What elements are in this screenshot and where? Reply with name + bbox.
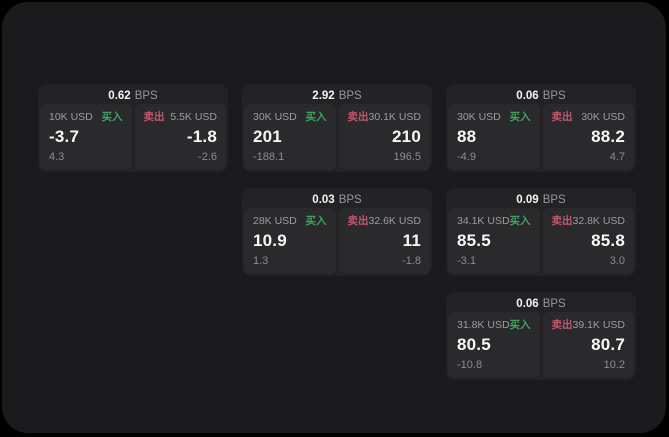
- buy-label: 买入: [305, 215, 327, 227]
- buy-panel[interactable]: 28K USD 买入 10.9 1.3: [244, 208, 336, 274]
- buy-label: 买入: [101, 111, 123, 123]
- sell-delta: 4.7: [609, 151, 625, 163]
- buy-amount: 31.8K USD: [457, 319, 510, 331]
- quote-card: 0.09 BPS 34.1K USD 买入 85.5 -3.1 卖出 32.8K…: [446, 188, 636, 276]
- sell-label: 卖出: [551, 319, 573, 331]
- bps-unit-label: BPS: [542, 193, 566, 206]
- buy-panel[interactable]: 30K USD 买入 201 -188.1: [244, 104, 336, 170]
- sell-delta: 196.5: [393, 151, 421, 163]
- bps-value: 2.92: [312, 89, 335, 102]
- sell-panel[interactable]: 卖出 30K USD 88.2 4.7: [542, 104, 634, 170]
- buy-price: 80.5: [457, 335, 491, 354]
- buy-panel[interactable]: 34.1K USD 买入 85.5 -3.1: [448, 208, 540, 274]
- sell-amount: 30K USD: [581, 111, 625, 123]
- bps-unit-label: BPS: [542, 89, 566, 102]
- card-header: 0.03 BPS: [244, 190, 430, 208]
- buy-amount: 30K USD: [457, 111, 501, 123]
- sell-label: 卖出: [551, 111, 573, 123]
- quote-card: 0.06 BPS 31.8K USD 买入 80.5 -10.8 卖出 39.1…: [446, 292, 636, 380]
- sell-price: 85.8: [591, 231, 625, 250]
- card-header: 0.06 BPS: [448, 86, 634, 104]
- sell-label: 卖出: [347, 215, 369, 227]
- sell-panel[interactable]: 卖出 39.1K USD 80.7 10.2: [542, 312, 634, 378]
- buy-amount: 10K USD: [49, 111, 93, 123]
- sell-delta: -1.8: [402, 255, 421, 267]
- sell-price: 80.7: [591, 335, 625, 354]
- buy-delta: 4.3: [49, 151, 65, 163]
- quote-card: 0.03 BPS 28K USD 买入 10.9 1.3 卖出 32.6K US…: [242, 188, 432, 276]
- bps-unit-label: BPS: [134, 89, 158, 102]
- buy-label: 买入: [509, 215, 531, 227]
- buy-delta: 1.3: [253, 255, 269, 267]
- sell-label: 卖出: [143, 111, 165, 123]
- quote-card: 0.62 BPS 10K USD 买入 -3.7 4.3 卖出 5.5K USD: [38, 84, 228, 172]
- buy-price: 10.9: [253, 231, 287, 250]
- bps-value: 0.62: [108, 89, 131, 102]
- buy-price: 88: [457, 127, 477, 146]
- quotes-panel: 0.62 BPS 10K USD 买入 -3.7 4.3 卖出 5.5K USD: [2, 2, 666, 433]
- buy-label: 买入: [509, 319, 531, 331]
- sell-panel[interactable]: 卖出 32.6K USD 11 -1.8: [338, 208, 430, 274]
- buy-delta: -10.8: [457, 359, 483, 371]
- buy-price: -3.7: [49, 127, 80, 146]
- card-header: 0.09 BPS: [448, 190, 634, 208]
- buy-amount: 34.1K USD: [457, 215, 510, 227]
- sell-delta: -2.6: [198, 151, 217, 163]
- sell-price: 88.2: [591, 127, 625, 146]
- bps-unit-label: BPS: [542, 297, 566, 310]
- buy-panel[interactable]: 30K USD 买入 88 -4.9: [448, 104, 540, 170]
- sell-amount: 30.1K USD: [368, 111, 422, 123]
- sell-price: 11: [402, 231, 421, 250]
- quote-card-grid: 0.62 BPS 10K USD 买入 -3.7 4.3 卖出 5.5K USD: [38, 84, 636, 380]
- card-header: 2.92 BPS: [244, 86, 430, 104]
- bps-value: 0.03: [312, 193, 335, 206]
- quote-card: 0.06 BPS 30K USD 买入 88 -4.9 卖出 30K USD: [446, 84, 636, 172]
- buy-price: 85.5: [457, 231, 491, 250]
- sell-amount: 5.5K USD: [170, 111, 217, 123]
- bps-value: 0.06: [516, 297, 539, 310]
- sell-panel[interactable]: 卖出 32.8K USD 85.8 3.0: [542, 208, 634, 274]
- buy-delta: -188.1: [253, 151, 285, 163]
- buy-amount: 30K USD: [253, 111, 297, 123]
- buy-amount: 28K USD: [253, 215, 297, 227]
- sell-amount: 39.1K USD: [572, 319, 626, 331]
- quote-card: 2.92 BPS 30K USD 买入 201 -188.1 卖出 30.1K …: [242, 84, 432, 172]
- sell-label: 卖出: [347, 111, 369, 123]
- bps-value: 0.06: [516, 89, 539, 102]
- buy-panel[interactable]: 10K USD 买入 -3.7 4.3: [40, 104, 132, 170]
- bps-unit-label: BPS: [338, 89, 362, 102]
- sell-delta: 3.0: [609, 255, 625, 267]
- card-header: 0.06 BPS: [448, 294, 634, 312]
- sell-delta: 10.2: [603, 359, 625, 371]
- sell-label: 卖出: [551, 215, 573, 227]
- sell-amount: 32.6K USD: [368, 215, 422, 227]
- sell-price: 210: [392, 127, 421, 146]
- buy-panel[interactable]: 31.8K USD 买入 80.5 -10.8: [448, 312, 540, 378]
- sell-amount: 32.8K USD: [572, 215, 626, 227]
- sell-price: -1.8: [186, 127, 217, 146]
- buy-delta: -4.9: [457, 151, 476, 163]
- sell-panel[interactable]: 卖出 30.1K USD 210 196.5: [338, 104, 430, 170]
- buy-label: 买入: [305, 111, 327, 123]
- sell-panel[interactable]: 卖出 5.5K USD -1.8 -2.6: [134, 104, 226, 170]
- buy-delta: -3.1: [457, 255, 476, 267]
- bps-value: 0.09: [516, 193, 539, 206]
- card-header: 0.62 BPS: [40, 86, 226, 104]
- buy-price: 201: [253, 127, 282, 146]
- buy-label: 买入: [509, 111, 531, 123]
- bps-unit-label: BPS: [338, 193, 362, 206]
